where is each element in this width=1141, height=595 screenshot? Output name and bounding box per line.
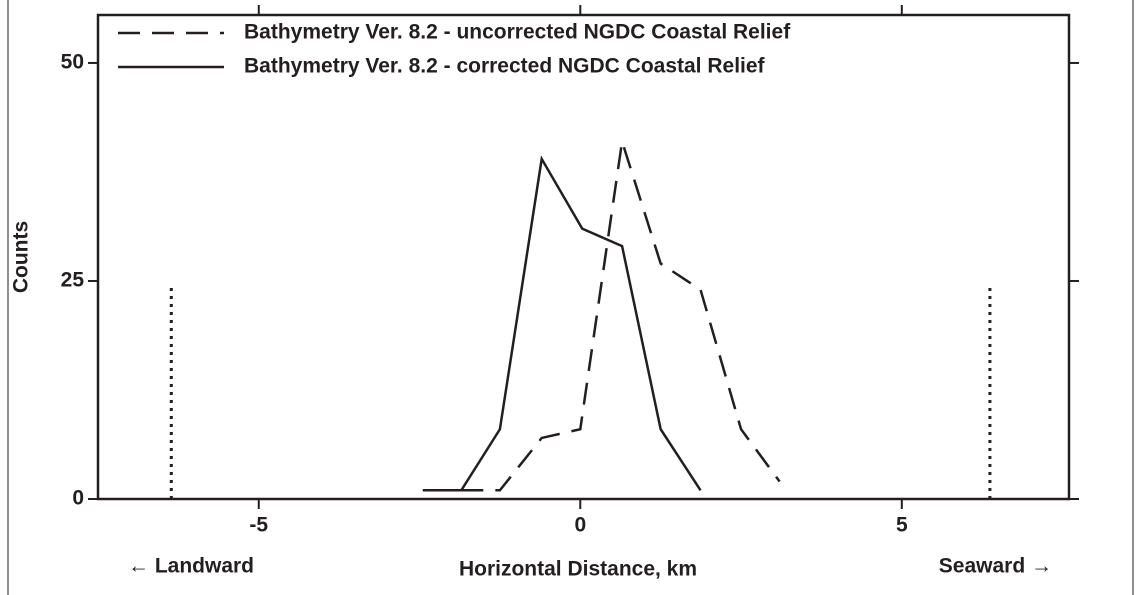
legend-label: Bathymetry Ver. 8.2 - corrected NGDC Coa… [244, 55, 766, 78]
y-tick-label: 50 [61, 51, 84, 74]
plot-frame [96, 13, 1071, 501]
series-line [422, 155, 702, 492]
x-tick-label: 5 [896, 514, 908, 537]
y-axis-label: Counts [10, 221, 33, 293]
legend-label: Bathymetry Ver. 8.2 - uncorrected NGDC C… [244, 21, 791, 44]
seaward-label: Seaward → [939, 555, 1052, 578]
landward-label: ← Landward [128, 555, 254, 578]
x-tick-label: -5 [249, 514, 268, 537]
x-tick-label: 0 [574, 514, 586, 537]
y-tick-label: 0 [72, 487, 84, 510]
series-line [461, 141, 781, 492]
x-axis-label: Horizontal Distance, km [459, 558, 697, 581]
y-tick-label: 25 [61, 269, 85, 292]
